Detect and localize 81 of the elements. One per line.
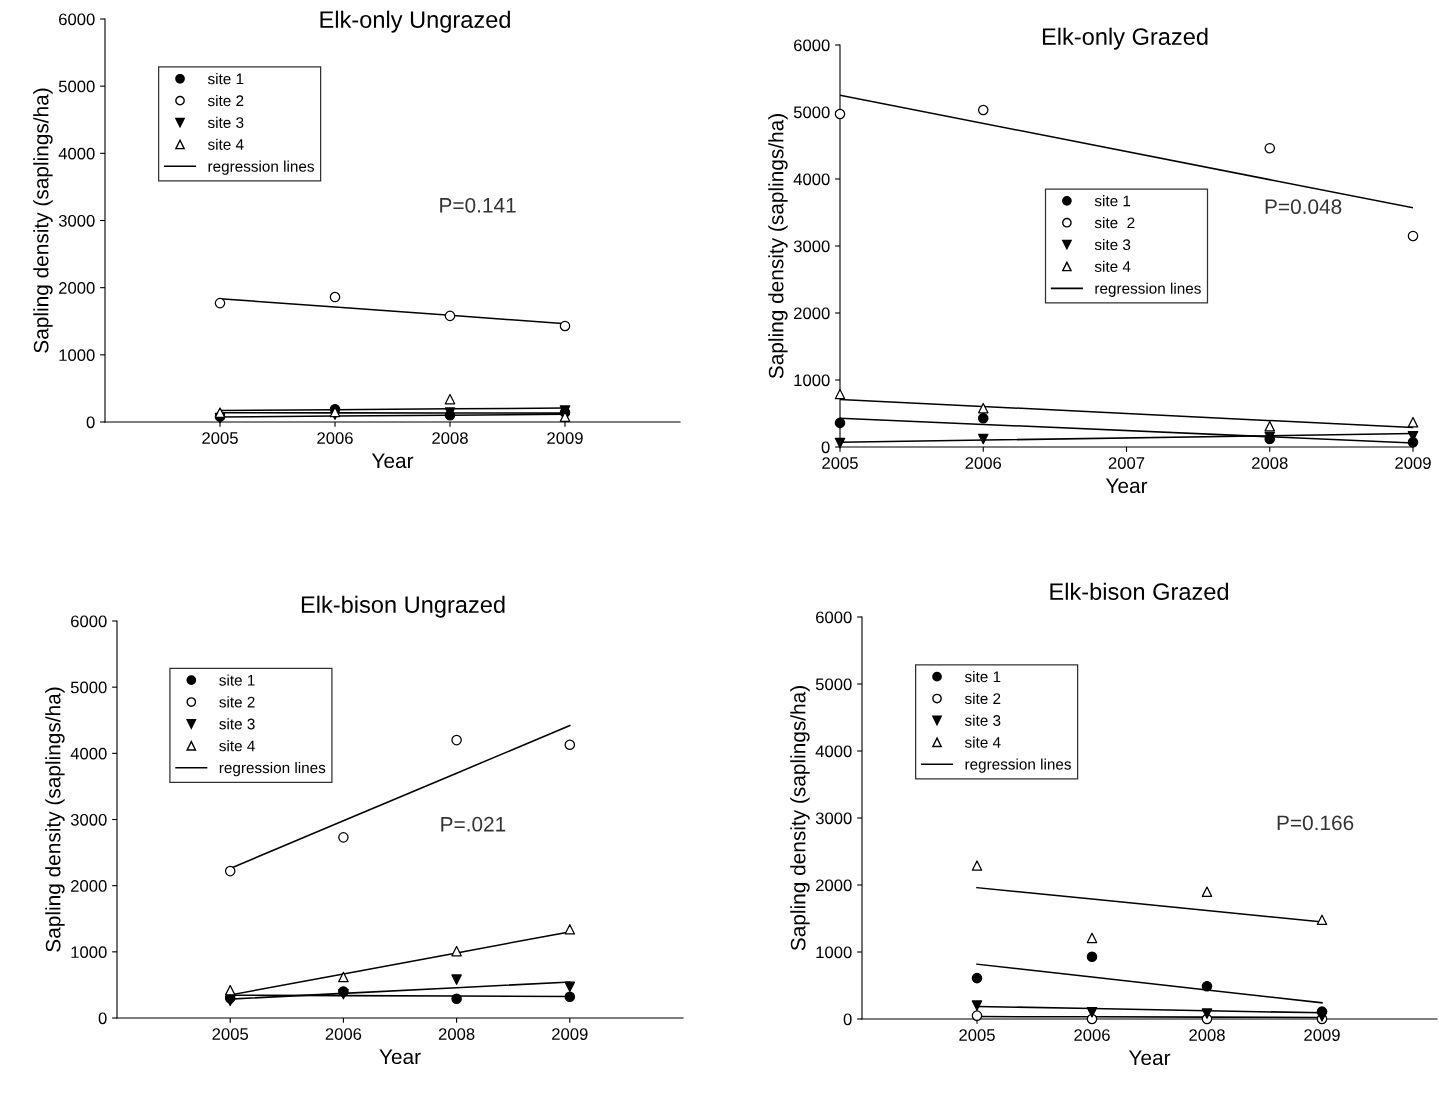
legend-label: site 2 [964,692,1001,705]
x-tick-label: 2009 [1395,457,1431,469]
y-tick-label: 2000 [794,307,830,320]
legend-label: regression lines [219,761,326,777]
y-tick-label: 1000 [794,374,830,387]
y-tick-label: 2000 [816,879,852,892]
y-tick-label: 0 [843,1013,852,1026]
x-tick-label: 2006 [325,1028,362,1040]
y-tick-label: 2000 [71,880,107,892]
chart-title: Elk-bison Ungrazed [301,595,505,618]
x-tick-label: 2009 [552,1028,588,1040]
x-axis-title: Year [371,453,414,469]
legend-label: site 4 [964,736,1001,748]
y-tick-label: 4000 [815,745,852,758]
chart-title: Elk-only Grazed [1042,27,1208,50]
annotation: P=.021 [441,816,506,832]
x-axis-title: Year [379,1049,421,1065]
legend-label: site 3 [964,714,1001,726]
chart-title: Elk-only Ungrazed [320,10,510,33]
x-tick-label: 2005 [959,1029,995,1041]
x-tick-label: 2008 [438,1028,475,1040]
x-tick-label: 2006 [317,432,353,444]
legend-label: site 3 [219,718,255,730]
x-tick-label: 2008 [1252,457,1288,469]
y-axis-title: Sapling density (saplings/ha) [768,114,788,379]
legend-label: regression lines [965,758,1071,773]
y-tick-label: 6000 [71,615,107,628]
legend-label: regression lines [1095,282,1201,297]
y-tick-label: 6000 [816,611,852,624]
x-axis-title: Year [1128,1050,1171,1066]
y-tick-label: 5000 [58,80,95,93]
x-tick-label: 2007 [1108,457,1145,469]
y-tick-label: 4000 [70,747,107,760]
y-tick-label: 3000 [58,214,95,227]
legend-label: site 2 [207,94,244,107]
legend-label: site 4 [219,740,255,752]
y-tick-label: 0 [821,441,830,454]
x-tick-label: 2005 [212,1028,249,1040]
y-tick-label: 3000 [793,240,830,253]
legend-label: site 2 [219,696,255,708]
legend-label: site 1 [207,73,244,85]
x-tick-label: 2006 [1074,1029,1110,1041]
annotation: P=0.141 [440,197,516,213]
y-tick-label: 1000 [71,946,107,959]
y-tick-label: 1000 [816,946,852,959]
x-axis-title: Year [1105,478,1148,494]
x-tick-label: 2006 [965,457,1002,469]
y-tick-label: 5000 [70,681,107,694]
y-tick-label: 5000 [793,106,830,119]
annotation: P=0.048 [1265,199,1342,215]
x-tick-label: 2009 [547,432,583,444]
y-tick-label: 4000 [793,173,830,186]
y-tick-label: 2000 [59,282,95,294]
chart-title: Elk-bison Grazed [1050,582,1229,600]
y-tick-label: 6000 [794,39,830,52]
y-tick-label: 0 [86,416,95,429]
legend-label: site 4 [1094,260,1131,272]
legend-label: site 1 [964,670,1001,683]
legend-label: site 1 [1094,195,1131,207]
y-axis-title: Sapling density (saplings/ha) [45,687,65,952]
y-tick-label: 5000 [815,678,852,691]
y-axis-title: Sapling density (saplings/ha) [790,686,810,951]
y-axis-title: Sapling density (saplings/ha) [33,88,53,353]
legend-label: site 1 [219,674,255,686]
legend-label: site 2 [1094,217,1135,229]
y-tick-label: 1000 [59,349,95,362]
y-tick-label: 0 [98,1012,107,1025]
y-tick-label: 3000 [815,812,852,825]
legend-label: site 3 [1094,238,1131,251]
x-tick-label: 2005 [202,432,238,444]
y-tick-label: 3000 [70,813,107,826]
y-tick-label: 4000 [58,147,95,160]
legend-label: site 4 [207,138,244,150]
x-tick-label: 2008 [432,432,468,444]
y-tick-label: 6000 [59,13,95,26]
annotation: P=0.166 [1277,815,1354,831]
legend-label: regression lines [208,160,314,175]
x-tick-label: 2005 [822,457,858,469]
x-tick-label: 2008 [1189,1029,1225,1041]
legend-label: site 3 [207,116,244,129]
x-tick-label: 2009 [1304,1029,1340,1041]
